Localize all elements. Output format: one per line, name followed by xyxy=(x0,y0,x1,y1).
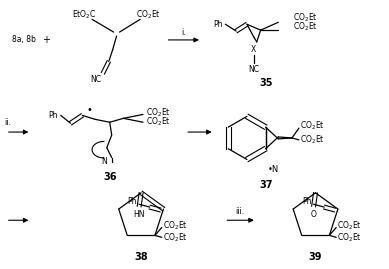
Text: CO$_2$Et: CO$_2$Et xyxy=(163,231,187,243)
Text: CO$_2$Et: CO$_2$Et xyxy=(146,116,171,129)
Text: CO$_2$Et: CO$_2$Et xyxy=(146,106,171,119)
Text: Ph: Ph xyxy=(213,20,222,29)
Text: 39: 39 xyxy=(309,253,322,263)
Text: Ph: Ph xyxy=(127,197,137,206)
Text: CO$_2$Et: CO$_2$Et xyxy=(163,219,187,232)
Text: Ph: Ph xyxy=(302,197,311,206)
Text: NC: NC xyxy=(91,75,102,84)
Text: 37: 37 xyxy=(260,180,273,190)
Text: X: X xyxy=(251,45,256,54)
Text: CO$_2$Et: CO$_2$Et xyxy=(293,21,318,33)
Text: 8a, 8b: 8a, 8b xyxy=(12,36,36,44)
Text: ii.: ii. xyxy=(4,118,11,127)
Text: CO$_2$Et: CO$_2$Et xyxy=(300,134,324,146)
Text: i.: i. xyxy=(181,28,186,37)
Text: N: N xyxy=(101,157,107,166)
Text: +: + xyxy=(42,35,50,45)
Text: CO$_2$Et: CO$_2$Et xyxy=(293,11,318,24)
Text: O: O xyxy=(311,210,317,219)
Text: •: • xyxy=(86,105,92,115)
Text: NC: NC xyxy=(248,65,259,74)
Text: Ph: Ph xyxy=(48,111,58,120)
Text: HN: HN xyxy=(133,210,145,219)
Text: iii.: iii. xyxy=(235,207,245,216)
Text: CO$_2$Et: CO$_2$Et xyxy=(337,219,362,232)
Text: CO$_2$Et: CO$_2$Et xyxy=(135,8,160,21)
Text: 36: 36 xyxy=(103,172,116,182)
Text: EtO$_2$C: EtO$_2$C xyxy=(72,8,96,21)
Text: CO$_2$Et: CO$_2$Et xyxy=(337,231,362,243)
Text: •N: •N xyxy=(268,165,279,174)
Text: 38: 38 xyxy=(134,253,148,263)
Text: CO$_2$Et: CO$_2$Et xyxy=(300,120,324,132)
Text: 35: 35 xyxy=(260,78,273,88)
